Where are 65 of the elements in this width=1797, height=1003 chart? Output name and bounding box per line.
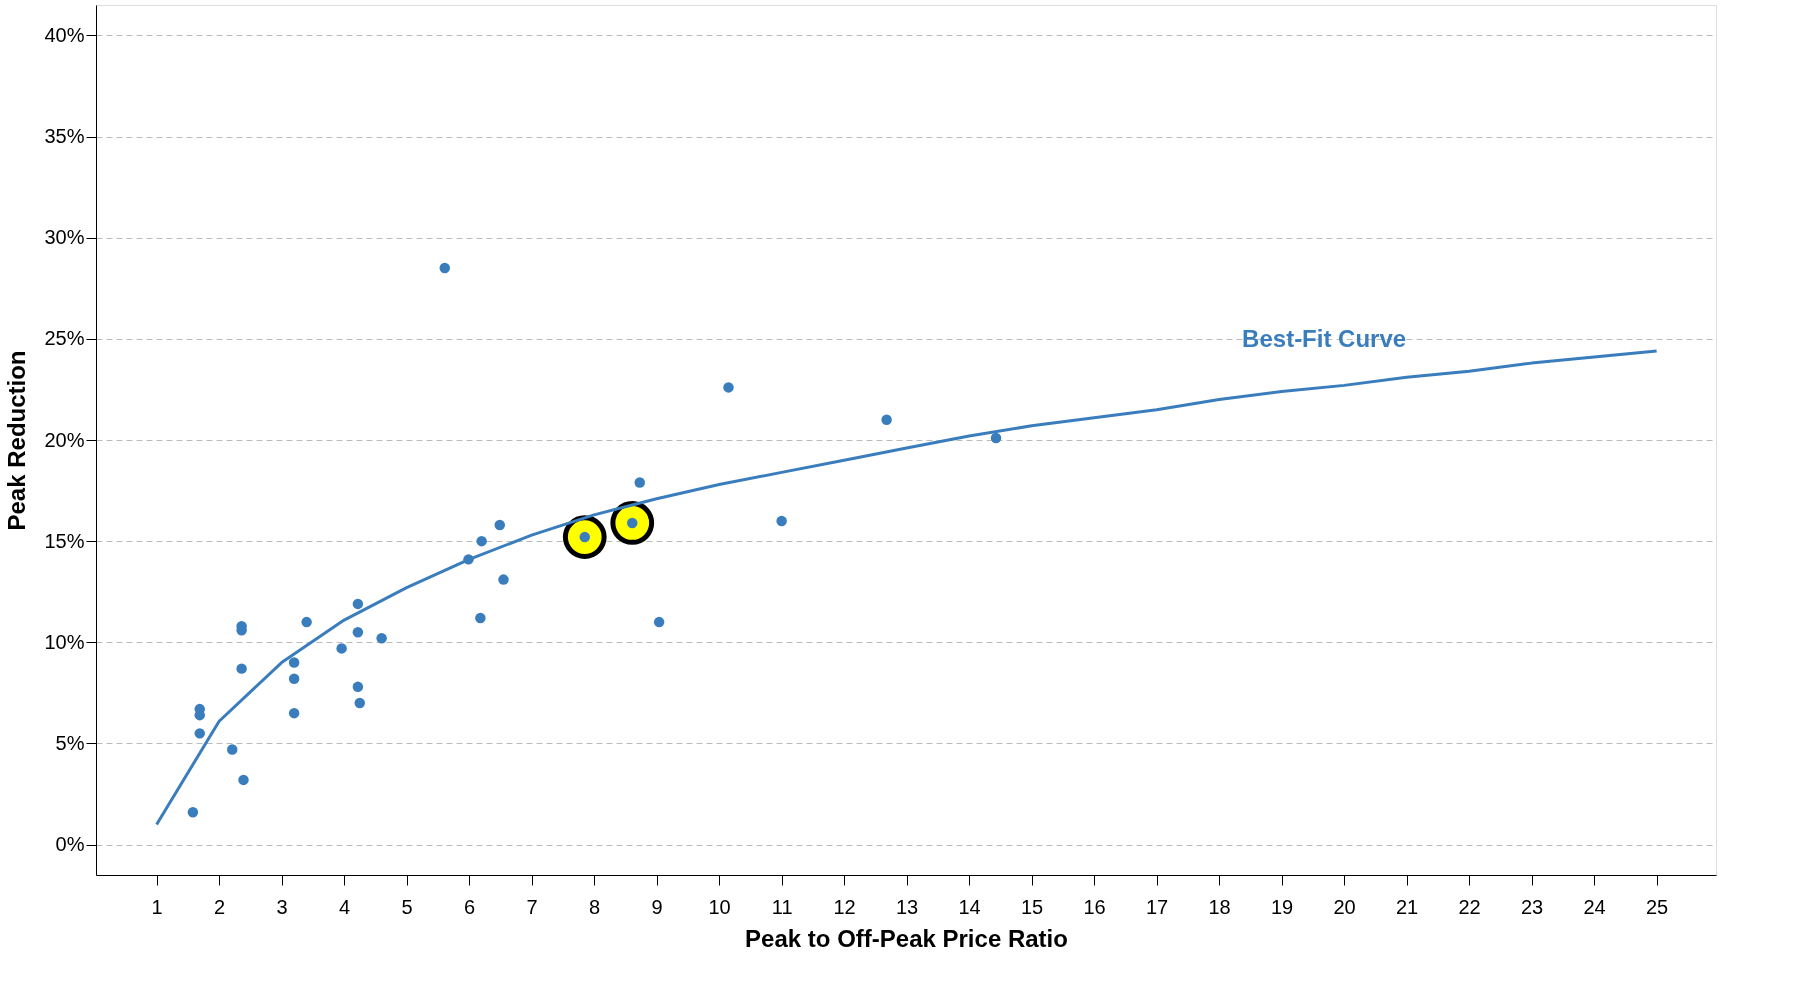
point bbox=[439, 262, 450, 274]
x-tick-label: 5 bbox=[401, 895, 413, 918]
point bbox=[990, 432, 1002, 444]
x-tick-label: 4 bbox=[339, 895, 351, 918]
point bbox=[562, 515, 607, 559]
line-series bbox=[155, 349, 1659, 826]
x-tick-label: 12 bbox=[833, 895, 856, 918]
point bbox=[301, 616, 312, 628]
series-label: Best-Fit Curve bbox=[1242, 325, 1407, 353]
x-tick-label: 2 bbox=[214, 895, 226, 918]
x-tick-label: 11 bbox=[771, 895, 793, 918]
point bbox=[288, 657, 300, 668]
x-tick-label: 21 bbox=[1396, 895, 1419, 918]
x-tick-label: 10 bbox=[708, 895, 731, 918]
x-tick-label: 13 bbox=[896, 895, 919, 918]
point bbox=[238, 774, 249, 786]
point bbox=[723, 382, 734, 393]
point bbox=[352, 681, 364, 693]
y-tick-label: 5% bbox=[55, 731, 85, 754]
x-tick-label: 19 bbox=[1271, 895, 1294, 918]
x-tick-label: 23 bbox=[1521, 895, 1544, 918]
x-tick-label: 14 bbox=[958, 895, 981, 918]
point bbox=[288, 707, 300, 719]
x-tick-label: 16 bbox=[1083, 895, 1106, 918]
point bbox=[227, 744, 238, 755]
y-tick-label: 35% bbox=[44, 125, 85, 148]
point bbox=[475, 612, 486, 624]
point bbox=[354, 697, 365, 709]
point bbox=[881, 414, 892, 425]
y-tick-label: 20% bbox=[44, 428, 85, 451]
point bbox=[776, 515, 787, 527]
x-tick-label: 22 bbox=[1458, 895, 1481, 918]
point bbox=[336, 643, 347, 654]
point bbox=[498, 574, 509, 585]
x-tick-label: 18 bbox=[1208, 895, 1231, 918]
point bbox=[376, 633, 387, 644]
point bbox=[653, 616, 665, 628]
x-tick-label: 17 bbox=[1146, 895, 1169, 918]
point bbox=[236, 663, 247, 674]
y-tick-label: 10% bbox=[44, 630, 85, 653]
point bbox=[187, 807, 199, 818]
y-tick-label: 15% bbox=[44, 529, 85, 552]
point bbox=[194, 728, 205, 739]
point bbox=[634, 477, 645, 488]
point bbox=[352, 598, 364, 610]
point bbox=[494, 519, 505, 531]
x-tick-label: 9 bbox=[651, 895, 663, 918]
point bbox=[352, 626, 364, 638]
y-tick-label: 0% bbox=[55, 833, 85, 856]
y-tick-label: 30% bbox=[44, 226, 85, 249]
point bbox=[476, 535, 487, 547]
y-tick-label: 25% bbox=[44, 327, 85, 350]
x-tick-label: 7 bbox=[526, 895, 538, 918]
x-tick-label: 3 bbox=[276, 895, 288, 918]
x-tick-label: 25 bbox=[1646, 895, 1669, 918]
x-axis-title: Peak to Off-Peak Price Ratio bbox=[745, 924, 1068, 952]
x-tick-label: 6 bbox=[464, 895, 476, 918]
x-tick-label: 1 bbox=[151, 895, 163, 918]
point bbox=[288, 673, 300, 684]
y-tick-label: 40% bbox=[44, 23, 85, 46]
x-tick-label: 24 bbox=[1583, 895, 1606, 918]
x-tick-label: 8 bbox=[589, 895, 601, 918]
x-tick-label: 15 bbox=[1021, 895, 1044, 918]
x-tick-label: 20 bbox=[1333, 895, 1356, 918]
y-axis-title: Peak Reduction bbox=[3, 350, 31, 531]
